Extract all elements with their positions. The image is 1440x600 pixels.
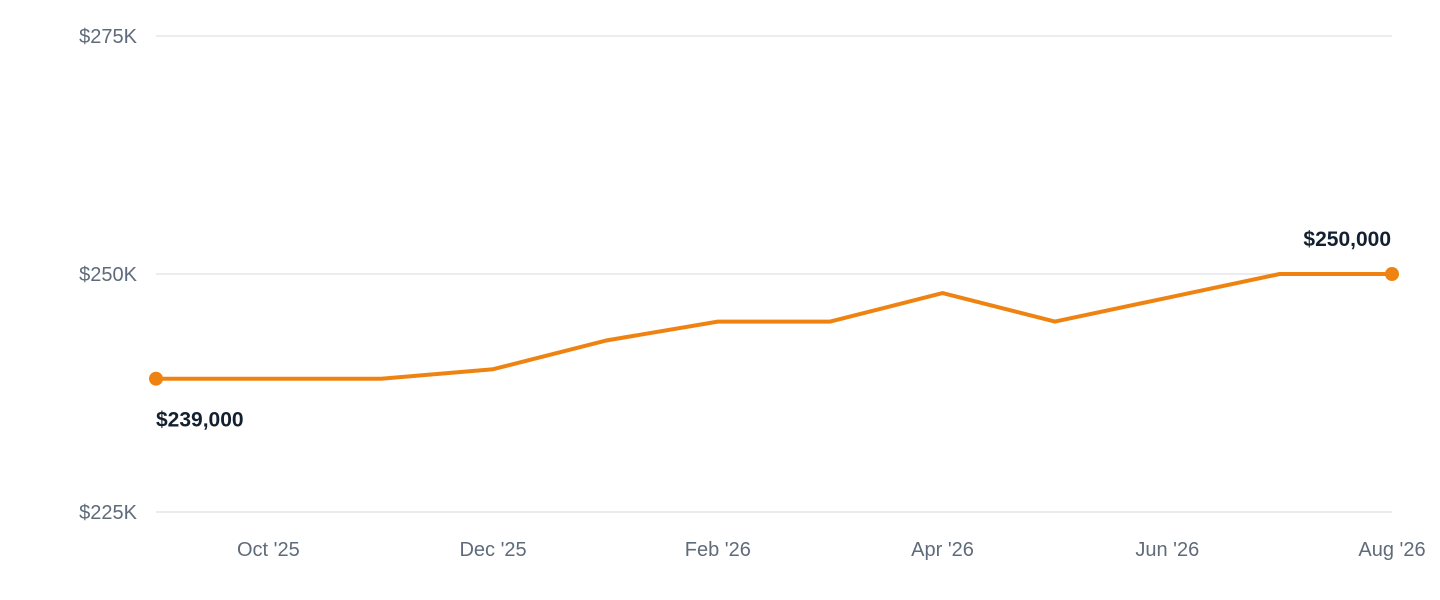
data-label: $239,000 [156, 409, 244, 432]
data-labels: $239,000 $250,000 [149, 228, 1399, 432]
y-tick-label: $275K [79, 26, 137, 48]
x-tick-label: Jun '26 [1135, 539, 1199, 561]
y-tick-label: $225K [79, 502, 137, 524]
x-tick-label: Apr '26 [911, 539, 974, 561]
series-layer [154, 272, 1394, 381]
x-tick-label: Aug '26 [1358, 539, 1425, 561]
y-tick-label: $250K [79, 264, 137, 286]
endpoint-marker [1385, 267, 1399, 281]
endpoint-marker [149, 371, 163, 386]
x-tick-label: Oct '25 [237, 539, 300, 561]
x-tick-label: Feb '26 [685, 539, 751, 561]
data-label: $250,000 [1303, 228, 1391, 251]
x-axis-ticks: Oct '25 Dec '25 Feb '26 Apr '26 Jun '26 Aug '… [237, 539, 1426, 561]
series-line [154, 272, 1394, 381]
y-axis-ticks: $275K $250K $225K [79, 26, 137, 524]
gridlines [156, 35, 1392, 513]
x-tick-label: Dec '25 [459, 539, 526, 561]
